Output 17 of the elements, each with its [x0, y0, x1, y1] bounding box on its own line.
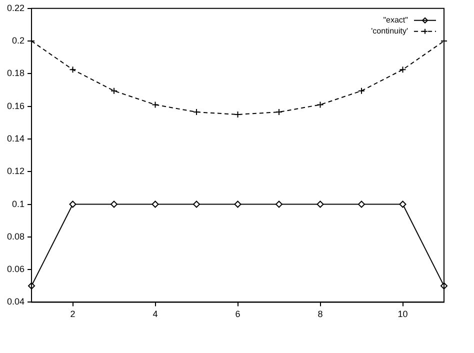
y-tick-label: 0.08 [6, 231, 25, 242]
y-tick-label: 0.14 [6, 133, 25, 144]
y-tick-label: 0.06 [6, 264, 25, 274]
y-tick-label: 0.2 [12, 36, 25, 46]
y-tick-label: 0.16 [6, 100, 25, 111]
y-tick-label: 0.1 [12, 198, 25, 209]
y-tick-label: 0.22 [6, 2, 25, 13]
y-tick-label: 0.12 [6, 166, 25, 176]
x-tick-label: 4 [152, 309, 158, 320]
x-tick-label: 6 [235, 309, 240, 320]
legend-label: 'continuity' [371, 26, 408, 36]
legend-label: "exact" [383, 16, 408, 25]
y-tick-label: 0.04 [6, 296, 25, 307]
x-tick-label: 10 [398, 309, 408, 320]
x-tick-label: 8 [318, 309, 323, 320]
x-tick-label: 2 [70, 309, 76, 320]
y-tick-label: 0.18 [6, 68, 25, 78]
